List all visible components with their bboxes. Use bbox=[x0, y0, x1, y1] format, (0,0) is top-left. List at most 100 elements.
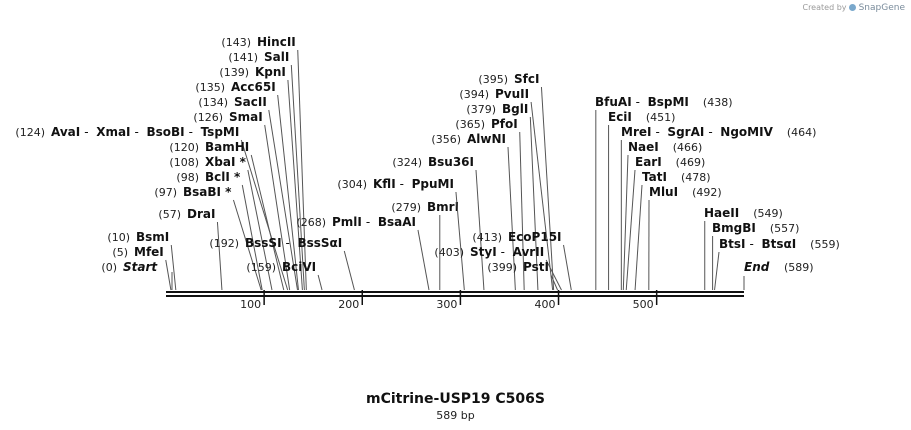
site-position-bamhi: (120) bbox=[169, 141, 199, 154]
site-separator-btsi-1: - bbox=[749, 237, 753, 251]
credit-prefix: Created by bbox=[802, 3, 847, 12]
leader-line-tati bbox=[634, 184, 643, 291]
enzyme-name-sfci: SfcI bbox=[514, 72, 539, 86]
site-separator-mrei-1: - bbox=[655, 125, 659, 139]
leader-line-bsssi bbox=[343, 250, 355, 291]
enzyme-name-bgli: BglI bbox=[502, 102, 528, 116]
site-separator-pmli-1: - bbox=[366, 215, 370, 229]
site-position-bsu36i: (324) bbox=[392, 156, 422, 169]
site-position-mfei: (5) bbox=[112, 246, 128, 259]
enzyme-name-bamhi: BamHI bbox=[205, 140, 249, 154]
leader-line-styi bbox=[545, 259, 562, 291]
start-position: (0) bbox=[101, 261, 117, 274]
site-separator-mrei-2: - bbox=[708, 125, 712, 139]
leader-line-pfoi bbox=[519, 131, 525, 291]
scale-tick-label-300: 300 bbox=[436, 298, 457, 311]
site-position-bgli: (379) bbox=[466, 103, 496, 116]
site-separator-avai-2: - bbox=[135, 125, 139, 139]
enzyme-name-kpni: KpnI bbox=[255, 65, 286, 79]
credit-label: Created by SnapGene bbox=[802, 3, 905, 13]
enzyme-name-bcli: BclI * bbox=[205, 170, 241, 184]
site-position-avai: (124) bbox=[15, 126, 45, 139]
enzyme-name-bsssi: BssSI bbox=[245, 236, 282, 250]
site-position-bsabi: (97) bbox=[154, 186, 177, 199]
site-position-smai: (126) bbox=[193, 111, 223, 124]
enzyme-name-xmai: XmaI bbox=[96, 125, 130, 139]
leader-line-hincii bbox=[297, 49, 307, 291]
enzyme-name-smai: SmaI bbox=[229, 110, 263, 124]
enzyme-name-tati: TatI bbox=[642, 170, 667, 184]
enzyme-name-bfuai: BfuAI bbox=[595, 95, 632, 109]
enzyme-name-psti: PstI bbox=[523, 260, 549, 274]
leader-line-bsmi bbox=[170, 244, 177, 291]
enzyme-name-avrii: AvrII bbox=[513, 245, 545, 259]
leader-line-psti bbox=[550, 274, 559, 291]
enzyme-name-naei: NaeI bbox=[628, 140, 659, 154]
leader-line-bgli bbox=[529, 116, 539, 291]
site-position-styi: (403) bbox=[434, 246, 464, 259]
enzyme-name-bmri: BmrI bbox=[427, 200, 459, 214]
site-position-bsmi: (10) bbox=[107, 231, 130, 244]
site-position-sfci: (395) bbox=[478, 73, 508, 86]
site-position-xbai: (108) bbox=[169, 156, 199, 169]
enzyme-name-sali: SalI bbox=[264, 50, 289, 64]
leader-line-kpni bbox=[287, 79, 303, 291]
site-position-kfli: (304) bbox=[337, 178, 367, 191]
leader-line-drai bbox=[216, 221, 223, 291]
site-position-pmli: (268) bbox=[296, 216, 326, 229]
scale-tick-label-500: 500 bbox=[633, 298, 654, 311]
site-position-eari: (469) bbox=[676, 156, 706, 169]
leader-line-bcli bbox=[241, 184, 263, 291]
leader-line-avai bbox=[240, 139, 289, 291]
site-separator-avai-1: - bbox=[84, 125, 88, 139]
site-position-pvuii: (394) bbox=[459, 88, 489, 101]
scale-tick-label-100: 100 bbox=[240, 298, 261, 311]
leader-line-kfli bbox=[455, 191, 465, 291]
leader-line-eari bbox=[625, 169, 636, 291]
site-position-hincii: (143) bbox=[221, 36, 251, 49]
site-position-mlui: (492) bbox=[692, 186, 722, 199]
site-position-pfoi: (365) bbox=[455, 118, 485, 131]
enzyme-name-kfli: KflI bbox=[373, 177, 396, 191]
site-separator-kfli-1: - bbox=[400, 177, 404, 191]
enzyme-name-ecop15i: EcoP15I bbox=[508, 230, 562, 244]
leader-line-xbai bbox=[247, 169, 273, 291]
leader-line-sfci bbox=[540, 86, 555, 291]
leader-line-bsu36i bbox=[475, 169, 485, 291]
enzyme-name-mfei: MfeI bbox=[134, 245, 164, 259]
leader-line-smai bbox=[264, 124, 291, 291]
enzyme-name-tspmi: TspMI bbox=[201, 125, 240, 139]
site-position-bcivi: (159) bbox=[246, 261, 276, 274]
enzyme-name-hincii: HincII bbox=[257, 35, 296, 49]
enzyme-name-styi: StyI bbox=[470, 245, 497, 259]
enzyme-name-drai: DraI bbox=[187, 207, 215, 221]
site-position-sali: (141) bbox=[228, 51, 258, 64]
enzyme-name-xbai: XbaI * bbox=[205, 155, 247, 169]
site-position-mrei: (464) bbox=[787, 126, 817, 139]
site-separator-bsssi-1: - bbox=[286, 236, 290, 250]
leader-line-bsabi bbox=[232, 199, 262, 291]
end-label: End bbox=[744, 260, 770, 274]
site-separator-bfuai-1: - bbox=[636, 95, 640, 109]
leader-line-naei bbox=[622, 154, 629, 291]
enzyme-name-pmli: PmlI bbox=[332, 215, 362, 229]
enzyme-name-bsu36i: Bsu36I bbox=[428, 155, 474, 169]
leader-line-mfei bbox=[165, 259, 172, 291]
site-position-bmgbi: (557) bbox=[770, 222, 800, 235]
leader-line-pmli bbox=[417, 229, 430, 291]
enzyme-name-bspmi: BspMI bbox=[648, 95, 689, 109]
leader-line-alwni bbox=[507, 146, 516, 291]
leader-line-acc65i bbox=[277, 94, 299, 291]
snapgene-logo-icon bbox=[849, 4, 857, 11]
site-position-bmri: (279) bbox=[391, 201, 421, 214]
enzyme-name-btsi: BtsαI bbox=[761, 237, 796, 251]
leader-line-ecop15i bbox=[563, 244, 572, 291]
enzyme-name-mrei: MreI bbox=[621, 125, 651, 139]
site-position-ecop15i: (413) bbox=[472, 231, 502, 244]
start-label: Start bbox=[123, 260, 158, 274]
leader-line-bamhi bbox=[250, 154, 285, 291]
enzyme-name-bsabi: BsaBI * bbox=[183, 185, 232, 199]
enzyme-name-btsi: BtsI bbox=[719, 237, 746, 251]
leader-line-btsi bbox=[714, 251, 720, 291]
site-position-acc65i: (135) bbox=[195, 81, 225, 94]
